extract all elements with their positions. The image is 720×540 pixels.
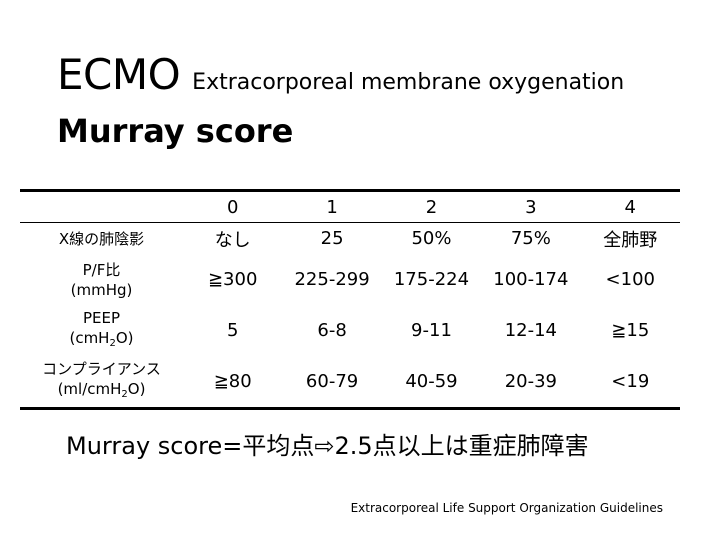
row-label: PEEP (cmH2O) [20, 305, 183, 356]
table-cell: 40-59 [405, 371, 458, 392]
unit-suffix: O) [127, 379, 146, 398]
table-row: P/F比 (mmHg) ≧300 225-299 175-224 100-174… [20, 254, 680, 305]
table-row: PEEP (cmH2O) 5 6-8 9-11 12-14 ≧15 [20, 305, 680, 356]
header-cell [20, 190, 183, 223]
row-label: コンプライアンス (ml/cmH2O) [20, 356, 183, 409]
table-cell: なし [214, 229, 251, 251]
row-label-text: X線の肺陰影 [58, 229, 145, 248]
table-cell: <100 [605, 269, 655, 290]
table-cell: 20-39 [504, 371, 558, 392]
page-title-subtitle: Extracorporeal membrane oxygenation [192, 70, 625, 95]
source-citation: Extracorporeal Life Support Organization… [350, 501, 663, 515]
row-label-unit: (ml/cmH2O) [57, 379, 146, 400]
table-cell: <19 [611, 371, 650, 392]
murray-score-note: Murray score=平均点⇨2.5点以上は重症肺障害 [66, 432, 589, 460]
unit-prefix: (cmH [69, 328, 110, 347]
table-row: X線の肺陰影 なし 25 50% 75% 全肺野 [20, 223, 680, 255]
table-cell: ≧300 [207, 269, 258, 290]
page-title: ECMO [57, 50, 181, 99]
table-cell: 全肺野 [603, 229, 658, 251]
table-cell: ≧80 [213, 371, 252, 392]
table-cell: 12-14 [504, 320, 558, 341]
unit-suffix: O) [115, 328, 134, 347]
header-cell: 2 [381, 190, 482, 223]
header-cell: 4 [580, 190, 680, 223]
section-heading: Murray score [57, 112, 294, 150]
table-cell: 175-224 [393, 269, 470, 290]
unit-subscript: 2 [121, 388, 128, 400]
table-cell: 60-79 [305, 371, 359, 392]
murray-score-table: 0 1 2 3 4 X線の肺陰影 なし 25 50% 75% 全肺野 P/F比 … [20, 189, 680, 410]
table-header-row: 0 1 2 3 4 [20, 190, 680, 223]
row-label: P/F比 (mmHg) [20, 254, 183, 305]
table-cell: 25 [320, 228, 344, 249]
table-cell: 50% [411, 228, 452, 249]
table-cell: ≧15 [611, 320, 650, 341]
row-label-text: PEEP [82, 308, 121, 327]
unit-prefix: (ml/cmH [57, 379, 122, 398]
table-cell: 9-11 [411, 320, 452, 341]
table-cell: 75% [510, 228, 551, 249]
row-label: X線の肺陰影 [20, 223, 183, 255]
row-label-text: コンプライアンス [42, 359, 161, 378]
row-label-unit: (mmHg) [70, 280, 133, 299]
row-label-unit: (cmH2O) [69, 328, 134, 349]
table-cell: 225-299 [294, 269, 370, 290]
header-cell: 1 [282, 190, 382, 223]
title-line: ECMO Extracorporeal membrane oxygenation [57, 50, 624, 99]
table-cell: 5 [226, 320, 239, 341]
unit-subscript: 2 [109, 337, 116, 349]
header-cell: 0 [183, 190, 283, 223]
table-cell: 100-174 [493, 269, 569, 290]
table-cell: 6-8 [317, 320, 347, 341]
table-row: コンプライアンス (ml/cmH2O) ≧80 60-79 40-59 20-3… [20, 356, 680, 409]
row-label-text: P/F比 [82, 260, 121, 279]
header-cell: 3 [481, 190, 581, 223]
